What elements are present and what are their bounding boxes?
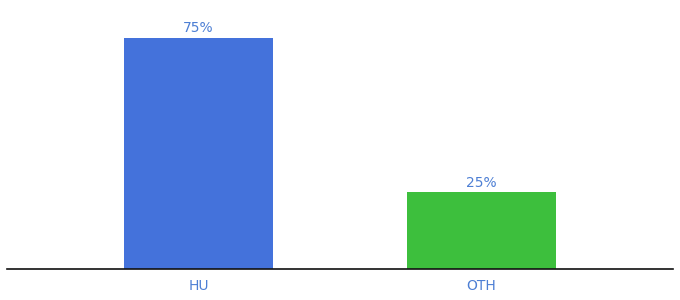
Bar: [407, 192, 556, 269]
Text: 25%: 25%: [466, 176, 497, 190]
Bar: [124, 38, 273, 269]
Text: 75%: 75%: [183, 21, 214, 35]
